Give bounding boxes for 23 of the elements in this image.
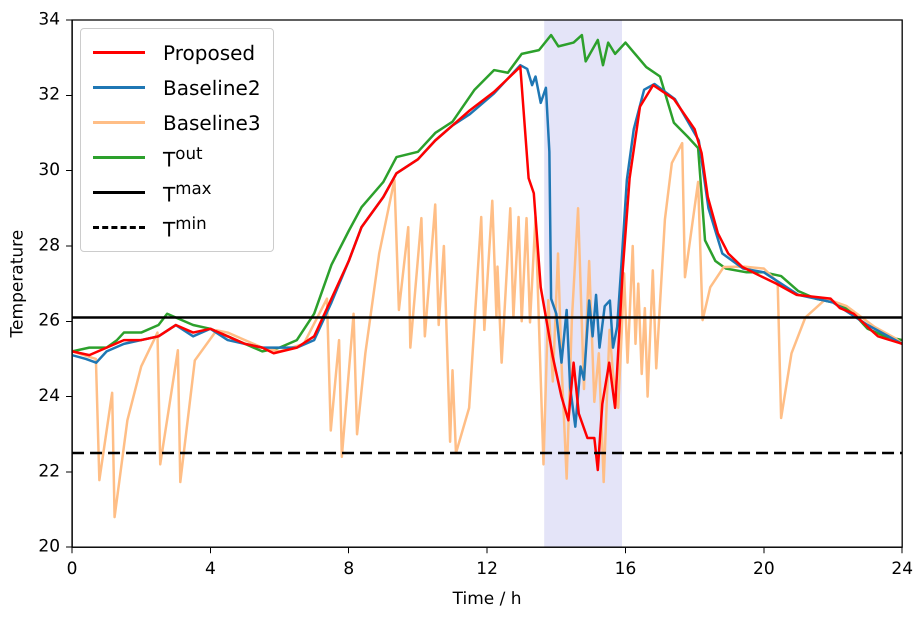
y-tick-label: 26	[38, 310, 60, 331]
y-tick-label: 32	[38, 84, 60, 105]
x-axis-title: Time / h	[452, 589, 522, 610]
y-tick-label: 34	[38, 9, 60, 30]
y-axis-title: Temperature	[8, 230, 28, 338]
y-tick-label: 30	[38, 160, 60, 180]
y-tick-label: 22	[38, 461, 60, 482]
legend-label: T$^{max}$	[163, 178, 212, 206]
x-tick-label: 16	[614, 558, 636, 579]
x-tick-label: 0	[66, 558, 78, 579]
x-tick-label: 12	[476, 558, 498, 579]
y-tick-label: 20	[38, 536, 60, 557]
x-tick-label: 4	[204, 558, 216, 579]
legend-label: Baseline2	[163, 76, 261, 100]
legend-label: Baseline3	[163, 110, 261, 134]
y-tick-label: 28	[38, 235, 60, 256]
x-tick-label: 20	[753, 558, 775, 579]
legend-label: T$^{min}$	[163, 214, 207, 242]
legend-label: Proposed	[163, 40, 256, 64]
x-tick-label: 24	[891, 558, 914, 579]
x-tick-label: 8	[343, 558, 354, 579]
y-tick-label: 24	[38, 386, 60, 406]
legend-label: T$^{out}$	[163, 144, 203, 172]
